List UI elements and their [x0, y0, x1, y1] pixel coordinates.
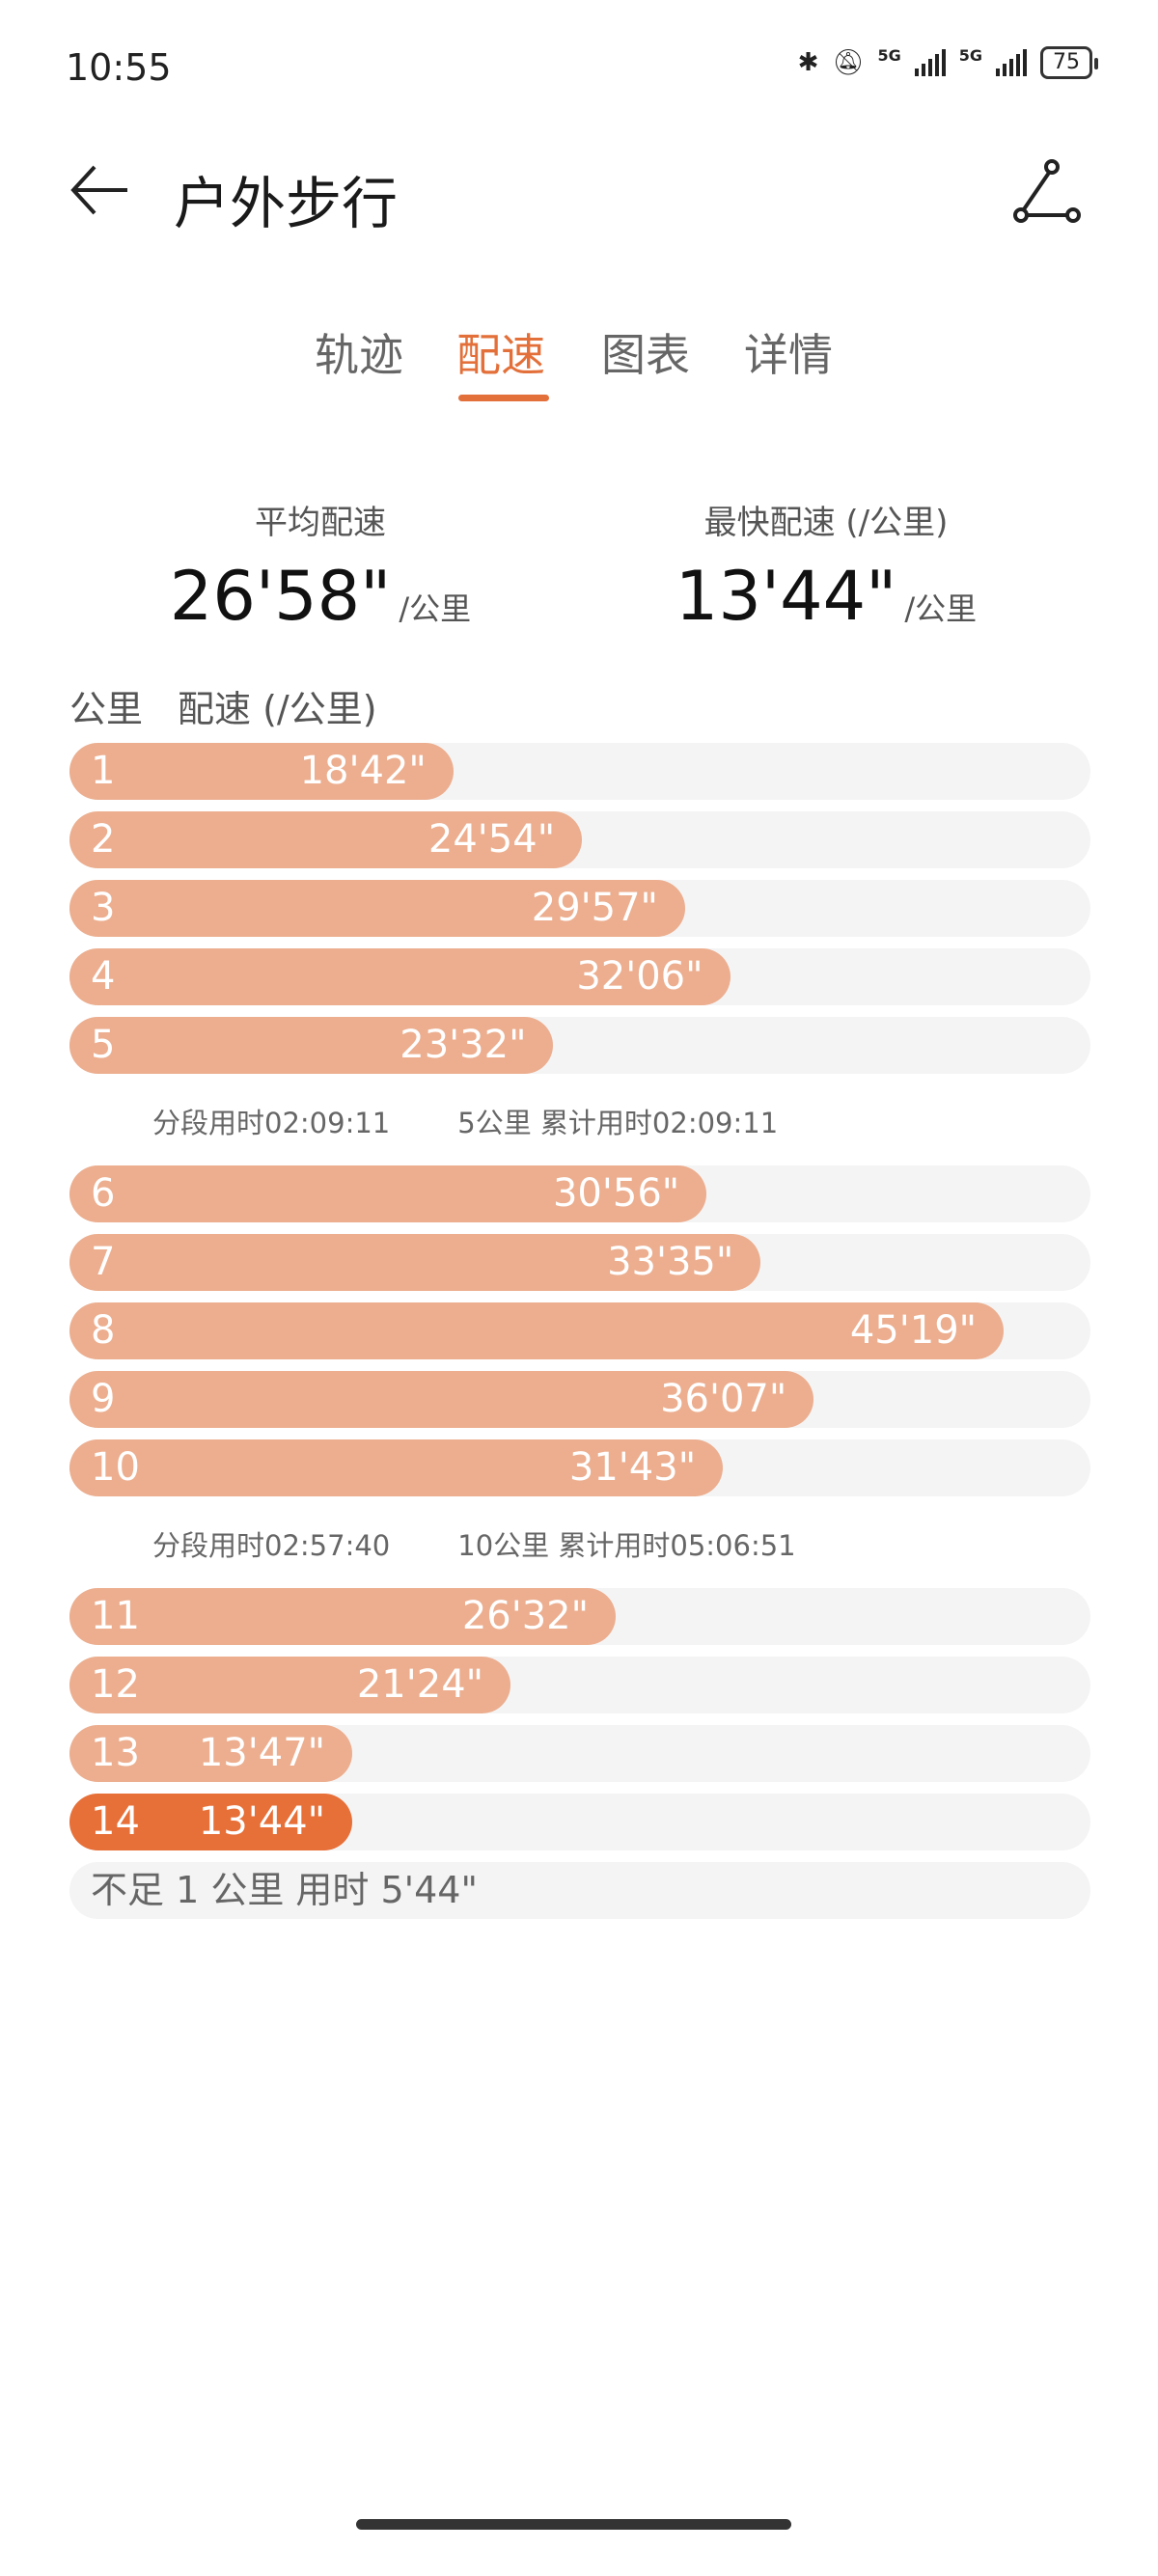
cumulative-time: 5公里 累计用时02:09:11	[457, 1107, 779, 1139]
pace-bar: 3 29'57"	[69, 880, 685, 937]
km-number: 13	[91, 1731, 140, 1775]
tab-chart[interactable]: 图表	[601, 329, 690, 381]
pace-value: 21'24"	[356, 1662, 484, 1707]
active-tab-indicator	[458, 395, 549, 401]
average-pace-unit: /公里	[399, 590, 472, 627]
pace-value: 18'42"	[299, 749, 427, 793]
signal-icon	[914, 49, 946, 76]
segment-time: 分段用时02:09:11	[152, 1107, 391, 1139]
pace-row[interactable]: 9 36'07"	[69, 1371, 1090, 1428]
pace-value: 26'32"	[461, 1594, 590, 1638]
pace-value: 13'44"	[198, 1799, 326, 1844]
km-number: 14	[91, 1799, 140, 1844]
route-icon	[1013, 159, 1081, 223]
pace-row[interactable]: 7 33'35"	[69, 1234, 1090, 1291]
pace-row[interactable]: 14 13'44"	[69, 1794, 1090, 1850]
km-number: 11	[91, 1594, 140, 1638]
km-number: 3	[91, 886, 116, 930]
km-number: 1	[91, 749, 116, 793]
pace-bar: 6 30'56"	[69, 1165, 707, 1222]
route-button[interactable]	[1013, 159, 1081, 227]
km-number: 10	[91, 1445, 140, 1490]
split-summary: 分段用时02:57:40 10公里 累计用时05:06:51	[69, 1506, 1090, 1586]
pace-value: 29'57"	[531, 886, 658, 930]
pace-bar: 8 45'19"	[69, 1302, 1005, 1359]
average-pace-label: 平均配速	[255, 504, 386, 542]
status-icons: ✱ 🔕︎ 5G 5G 75	[797, 46, 1098, 79]
pace-value: 36'07"	[660, 1377, 787, 1421]
km-column-header: 公里	[69, 688, 144, 730]
tab-details[interactable]: 详情	[744, 329, 833, 381]
km-number: 7	[91, 1240, 116, 1284]
pace-bar: 7 33'35"	[69, 1234, 761, 1291]
home-indicator[interactable]	[356, 2519, 791, 2530]
pace-row[interactable]: 11 26'32"	[69, 1588, 1090, 1645]
pace-bar: 5 23'32"	[69, 1017, 554, 1074]
pace-column-header: 配速 (/公里)	[178, 688, 377, 730]
list-header: 公里 配速 (/公里)	[69, 679, 412, 732]
km-number: 12	[91, 1662, 140, 1707]
tab-bar: 轨迹 配速 图表 详情	[0, 320, 1158, 407]
network-type-2: 5G	[958, 46, 982, 65]
pace-row[interactable]: 6 30'56"	[69, 1165, 1090, 1222]
average-pace-value: 26'58"	[169, 557, 392, 636]
pace-bar: 9 36'07"	[69, 1371, 814, 1428]
pace-row[interactable]: 5 23'32"	[69, 1017, 1090, 1074]
pace-list: 1 18'42" 2 24'54" 3 29'57" 4 32'06" 5 23'32" 分段用时0…	[69, 743, 1090, 1919]
segment-time: 分段用时02:57:40	[152, 1529, 391, 1562]
fastest-pace: 最快配速 (/公里) 13'44"/公里	[585, 496, 1067, 636]
pace-row[interactable]: 3 29'57"	[69, 880, 1090, 937]
pace-row[interactable]: 10 31'43"	[69, 1439, 1090, 1496]
fastest-pace-bar: 14 13'44"	[69, 1794, 353, 1850]
page-title: 户外步行	[174, 171, 399, 236]
pace-bar: 1 18'42"	[69, 743, 454, 800]
km-number: 8	[91, 1308, 116, 1353]
bluetooth-icon: ✱	[797, 48, 819, 77]
pace-value: 33'35"	[607, 1240, 734, 1284]
tab-track[interactable]: 轨迹	[315, 329, 403, 381]
pace-bar: 13 13'47"	[69, 1725, 353, 1782]
pace-value: 32'06"	[576, 954, 703, 999]
pace-row[interactable]: 13 13'47"	[69, 1725, 1090, 1782]
fastest-pace-unit: /公里	[904, 590, 978, 627]
remainder-row: 不足 1 公里 用时 5'44"	[69, 1862, 1090, 1919]
pace-value: 13'47"	[198, 1731, 326, 1775]
pace-value: 45'19"	[849, 1308, 978, 1353]
km-number: 2	[91, 817, 116, 862]
pace-row[interactable]: 8 45'19"	[69, 1302, 1090, 1359]
tab-pace[interactable]: 配速	[456, 329, 545, 381]
km-number: 4	[91, 954, 116, 999]
pace-bar: 10 31'43"	[69, 1439, 724, 1496]
average-pace: 平均配速 26'58"/公里	[79, 496, 562, 636]
pace-row[interactable]: 12 21'24"	[69, 1657, 1090, 1713]
cumulative-time: 10公里 累计用时05:06:51	[457, 1529, 796, 1562]
network-type-1: 5G	[877, 46, 901, 65]
pace-bar: 4 32'06"	[69, 948, 731, 1005]
bell-muted-icon: 🔕︎	[832, 48, 865, 77]
pace-row[interactable]: 4 32'06"	[69, 948, 1090, 1005]
fastest-pace-value: 13'44"	[675, 557, 897, 636]
pace-row[interactable]: 2 24'54"	[69, 811, 1090, 868]
arrow-left-icon	[70, 165, 127, 215]
pace-value: 24'54"	[427, 817, 556, 862]
pace-value: 30'56"	[552, 1171, 680, 1216]
signal-icon-2	[996, 49, 1027, 76]
km-number: 5	[91, 1023, 116, 1067]
back-button[interactable]	[68, 159, 129, 221]
battery-icon: 75	[1040, 46, 1098, 79]
pace-bar: 12 21'24"	[69, 1657, 511, 1713]
km-number: 6	[91, 1171, 116, 1216]
pace-value: 31'43"	[568, 1445, 697, 1490]
fastest-pace-label: 最快配速 (/公里)	[703, 504, 949, 542]
km-number: 9	[91, 1377, 116, 1421]
pace-value: 23'32"	[400, 1023, 527, 1067]
pace-row[interactable]: 1 18'42"	[69, 743, 1090, 800]
pace-bar: 2 24'54"	[69, 811, 583, 868]
pace-bar: 11 26'32"	[69, 1588, 617, 1645]
status-time: 10:55	[66, 46, 172, 89]
split-summary: 分段用时02:09:11 5公里 累计用时02:09:11	[69, 1083, 1090, 1164]
